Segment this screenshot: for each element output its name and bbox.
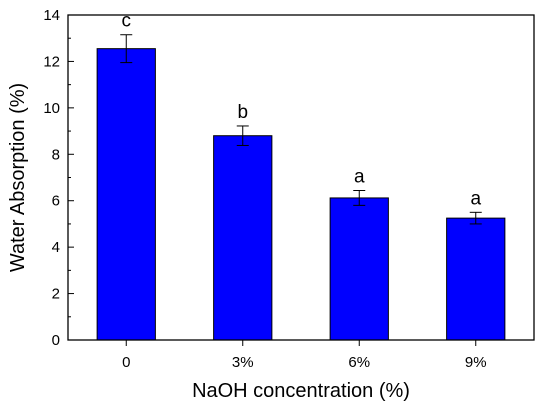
significance-label-0: c bbox=[122, 11, 132, 32]
x-tick-label-2: 6% bbox=[348, 354, 370, 371]
error-bar-2 bbox=[353, 190, 366, 206]
error-bar-0 bbox=[120, 34, 133, 64]
error-bars-group bbox=[120, 34, 482, 225]
significance-label-1: b bbox=[237, 102, 248, 123]
bar-3 bbox=[446, 217, 506, 341]
x-tick-label-1: 3% bbox=[232, 354, 254, 371]
significance-label-2: a bbox=[354, 167, 365, 188]
y-tick-label-5: 10 bbox=[43, 100, 60, 117]
y-axis-title: Water Absorption (%) bbox=[7, 83, 29, 272]
bar-2 bbox=[329, 197, 389, 341]
bar-1 bbox=[213, 135, 273, 341]
x-axis: 0 3% 6% 9% bbox=[122, 340, 487, 371]
y-tick-label-0: 0 bbox=[52, 332, 60, 349]
x-tick-label-0: 0 bbox=[122, 354, 130, 371]
error-bar-3 bbox=[469, 211, 482, 225]
y-tick-label-4: 8 bbox=[52, 146, 60, 163]
x-tick-label-3: 9% bbox=[465, 354, 487, 371]
bar-0 bbox=[96, 48, 156, 341]
y-tick-label-6: 12 bbox=[43, 53, 60, 70]
y-tick-label-1: 2 bbox=[52, 286, 60, 303]
significance-label-3: a bbox=[470, 188, 481, 209]
x-axis-title: NaOH concentration (%) bbox=[192, 380, 410, 402]
y-tick-label-3: 6 bbox=[52, 193, 60, 210]
y-axis: 0 2 4 6 8 10 12 14 bbox=[43, 7, 74, 349]
significance-labels-group: c b a a bbox=[122, 11, 482, 210]
y-tick-label-7: 14 bbox=[43, 7, 60, 24]
error-bar-1 bbox=[236, 125, 249, 146]
y-tick-label-2: 4 bbox=[52, 239, 60, 256]
